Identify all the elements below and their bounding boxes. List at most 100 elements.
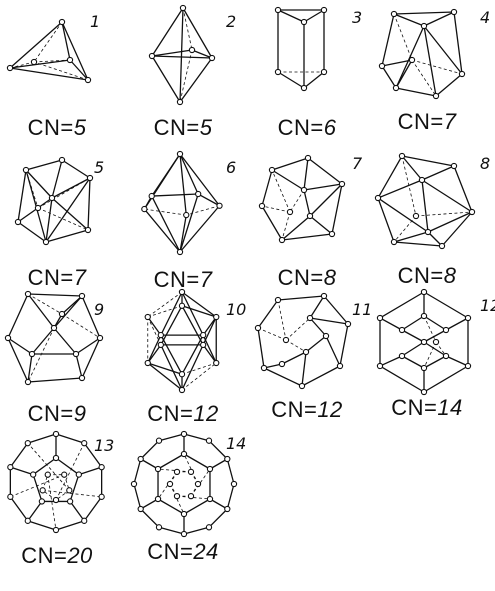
vertex-atom bbox=[458, 70, 466, 78]
cn-value: 7 bbox=[443, 109, 457, 134]
vertex-atom bbox=[200, 341, 207, 349]
vertex-atom bbox=[398, 326, 406, 334]
polyhedron-cell-2: 2 CN=5 bbox=[128, 4, 238, 144]
cn-value: 8 bbox=[323, 265, 337, 290]
vertex-atom bbox=[42, 238, 50, 246]
polyhedron-edge bbox=[303, 71, 325, 89]
polyhedron-edge bbox=[307, 157, 343, 185]
polyhedron-edge bbox=[32, 457, 57, 476]
polyhedron-edge bbox=[179, 57, 213, 103]
polyhedron-edge bbox=[423, 365, 469, 393]
polyhedron-edge bbox=[393, 13, 425, 27]
polyhedron-hidden-edge bbox=[33, 61, 89, 81]
vertex-atom bbox=[188, 46, 196, 54]
polyhedron-edge bbox=[323, 295, 349, 325]
polyhedron-edge bbox=[181, 344, 204, 391]
vertex-atom bbox=[30, 471, 37, 478]
vertex-atom bbox=[390, 10, 398, 18]
coordination-number-label: CN=8 bbox=[252, 266, 362, 290]
vertex-atom bbox=[157, 331, 164, 339]
polyhedron-number: 2 bbox=[226, 12, 237, 31]
cn-value: 6 bbox=[323, 115, 337, 140]
polyhedron-edge bbox=[158, 526, 185, 535]
vertex-atom bbox=[420, 288, 428, 296]
polyhedron-edge bbox=[423, 25, 437, 97]
vertex-atom bbox=[464, 314, 472, 322]
polyhedron-edge bbox=[147, 334, 162, 364]
polyhedron-drawing bbox=[6, 18, 92, 84]
polyhedron-number: 9 bbox=[94, 300, 105, 319]
polyhedron-edge bbox=[257, 299, 279, 329]
polyhedron-edge bbox=[181, 291, 204, 336]
vertex-atom bbox=[144, 359, 151, 367]
polyhedron-hidden-edge bbox=[393, 13, 413, 61]
polyhedron-edge bbox=[179, 153, 221, 207]
vertex-atom bbox=[34, 204, 42, 212]
vertex-atom bbox=[78, 374, 86, 382]
vertex-atom bbox=[390, 238, 398, 246]
polyhedron-edge bbox=[151, 49, 193, 57]
polyhedron-edge bbox=[61, 21, 71, 61]
polyhedron-edge bbox=[179, 193, 199, 253]
polyhedron-edge bbox=[158, 433, 185, 442]
vertex-atom bbox=[61, 471, 68, 478]
vertex-atom bbox=[208, 54, 216, 62]
polyhedron-edge bbox=[160, 305, 183, 346]
coordination-number-label: CN=24 bbox=[128, 540, 238, 564]
polyhedron-hidden-edge bbox=[179, 49, 193, 103]
polyhedron-edge bbox=[261, 169, 273, 207]
polyhedron-edge bbox=[55, 433, 85, 444]
polyhedron-edge bbox=[183, 526, 210, 535]
polyhedron-edge bbox=[377, 197, 395, 243]
vertex-atom bbox=[178, 371, 186, 378]
polyhedron-drawing bbox=[144, 288, 220, 394]
polyhedron-drawing bbox=[148, 4, 216, 106]
polyhedron-edge bbox=[179, 153, 199, 195]
vertex-atom bbox=[206, 495, 214, 503]
vertex-atom bbox=[81, 517, 88, 524]
polyhedron-edge bbox=[423, 291, 469, 319]
polyhedron-drawing bbox=[14, 156, 94, 246]
vertex-atom bbox=[52, 496, 60, 504]
vertex-atom bbox=[230, 480, 238, 488]
polyhedron-number: 10 bbox=[226, 300, 247, 319]
vertex-atom bbox=[4, 334, 12, 342]
polyhedron-edge bbox=[25, 159, 63, 171]
polyhedron-number: 7 bbox=[352, 154, 363, 173]
cn-prefix: CN= bbox=[397, 263, 444, 288]
polyhedron-edge bbox=[140, 498, 159, 510]
polyhedron-hidden-edge bbox=[401, 155, 417, 217]
vertex-atom bbox=[322, 332, 330, 340]
polyhedron-edge bbox=[401, 155, 455, 167]
coordination-number-label: CN=5 bbox=[128, 116, 238, 140]
vertex-atom bbox=[268, 166, 276, 174]
polyhedron-edge bbox=[9, 442, 29, 468]
vertex-atom bbox=[98, 493, 105, 500]
polyhedron-cell-8: 8 CN=8 bbox=[372, 150, 490, 290]
vertex-atom bbox=[130, 480, 138, 488]
polyhedron-edge bbox=[226, 458, 235, 485]
polyhedron-edge bbox=[331, 183, 343, 235]
polyhedron-cell-6: 6 CN=7 bbox=[128, 150, 238, 292]
vertex-atom bbox=[24, 290, 32, 298]
polyhedron-drawing bbox=[258, 154, 346, 244]
vertex-atom bbox=[180, 450, 188, 458]
vertex-atom bbox=[398, 352, 406, 360]
polyhedron-drawing bbox=[130, 430, 238, 538]
polyhedron-edge bbox=[160, 334, 183, 375]
vertex-atom bbox=[155, 437, 163, 444]
polyhedron-hidden-edge bbox=[33, 21, 63, 63]
polyhedron-hidden-edge bbox=[47, 474, 57, 531]
polyhedron-edge bbox=[151, 193, 199, 197]
polyhedron-edge bbox=[401, 355, 425, 369]
vertex-atom bbox=[148, 192, 155, 200]
vertex-atom bbox=[344, 320, 352, 328]
coordination-number-label: CN=14 bbox=[372, 396, 482, 420]
polyhedron-hidden-edge bbox=[182, 7, 193, 51]
vertex-atom bbox=[320, 68, 328, 76]
vertex-atom bbox=[154, 495, 162, 503]
polyhedron-cell-14: 14 CN=24 bbox=[128, 428, 246, 568]
polyhedron-edge bbox=[61, 21, 89, 81]
polyhedron-edge bbox=[202, 316, 217, 336]
vertex-atom bbox=[260, 364, 268, 372]
